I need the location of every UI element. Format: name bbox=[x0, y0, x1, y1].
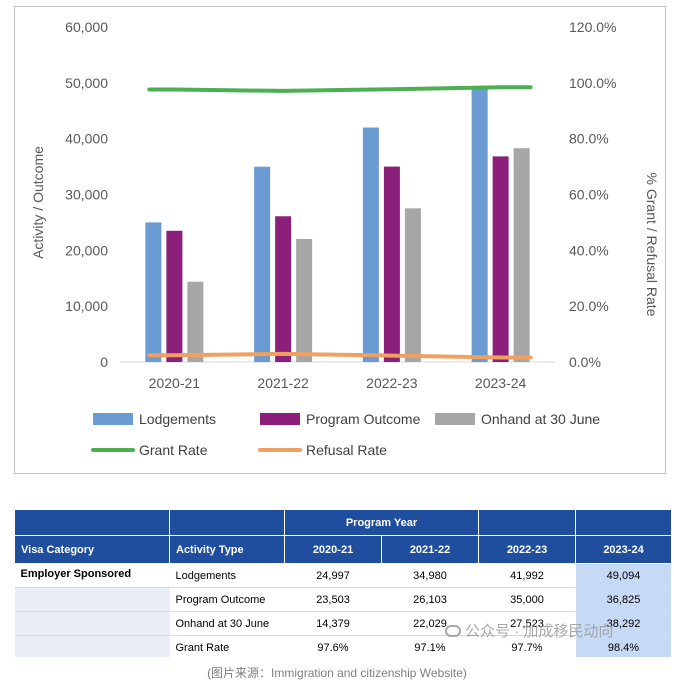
header-year: 2021-22 bbox=[381, 535, 479, 564]
cell-activity: Lodgements bbox=[169, 563, 285, 588]
bar-onhand-at-30-june bbox=[404, 208, 421, 362]
legend-label-grant-rate: Grant Rate bbox=[139, 442, 208, 458]
bar-lodgements bbox=[471, 87, 488, 362]
legend-label-refusal-rate: Refusal Rate bbox=[306, 442, 387, 458]
y2-tick-label: 0.0% bbox=[569, 354, 601, 370]
y2-tick-label: 60.0% bbox=[569, 187, 609, 203]
y2-tick-label: 20.0% bbox=[569, 298, 609, 314]
cell-visa-category: Employer Sponsored bbox=[14, 563, 170, 588]
y2-tick-label: 40.0% bbox=[569, 242, 609, 258]
x-tick-label: 2023-24 bbox=[475, 375, 527, 391]
y2-tick-label: 120.0% bbox=[569, 19, 616, 35]
cell-value: 97.1% bbox=[381, 635, 479, 657]
table-header-row: Visa Category Activity Type 2020-21 2021… bbox=[14, 535, 671, 564]
x-tick-label: 2020-21 bbox=[149, 375, 201, 391]
cell-value-highlight: 49,094 bbox=[575, 563, 671, 588]
y2-tick-label: 100.0% bbox=[569, 75, 616, 91]
y2-axis-title: % Grant / Refusal Rate bbox=[644, 173, 660, 317]
x-tick-label: 2021-22 bbox=[257, 375, 309, 391]
cell-value: 23,503 bbox=[284, 587, 382, 612]
bar-onhand-at-30-june bbox=[187, 281, 204, 362]
legend-swatch-program-outcome bbox=[260, 413, 300, 425]
cell-activity: Grant Rate bbox=[169, 635, 285, 657]
cell-value: 41,992 bbox=[478, 563, 576, 588]
y-tick-label: 50,000 bbox=[65, 75, 108, 91]
data-table-container: Program Year Visa Category Activity Type… bbox=[14, 509, 671, 657]
legend-label-program-outcome: Program Outcome bbox=[306, 411, 421, 427]
bar-lodgements bbox=[145, 222, 162, 362]
table-row: Grant Rate 97.6% 97.1% 97.7% 98.4% bbox=[14, 635, 671, 657]
watermark: 公众号 · 加成移民动向 bbox=[445, 620, 613, 641]
cell-value: 97.6% bbox=[284, 635, 382, 657]
header-blank bbox=[169, 509, 285, 536]
legend-label-lodgements: Lodgements bbox=[139, 411, 216, 427]
cell-value-highlight: 98.4% bbox=[575, 635, 671, 657]
y-axis-title: Activity / Outcome bbox=[30, 146, 46, 259]
legend-swatch-lodgements bbox=[93, 413, 133, 425]
cell-value: 27,523 bbox=[478, 611, 576, 636]
cell-activity: Program Outcome bbox=[169, 587, 285, 612]
header-program-year: Program Year bbox=[284, 509, 479, 536]
y2-tick-label: 80.0% bbox=[569, 131, 609, 147]
cell-value-highlight: 38,292 bbox=[575, 611, 671, 636]
cell-value-highlight: 36,825 bbox=[575, 587, 671, 612]
cell-visa-category-cont bbox=[14, 587, 170, 612]
x-tick-label: 2022-23 bbox=[366, 375, 418, 391]
header-blank bbox=[478, 509, 576, 536]
cell-value: 24,997 bbox=[284, 563, 382, 588]
chart-frame: 0 10,000 20,000 30,000 40,000 50,000 60,000 0.0… bbox=[14, 6, 666, 474]
bar-lodgements bbox=[362, 127, 379, 362]
cell-activity: Onhand at 30 June bbox=[169, 611, 285, 636]
cell-value: 22,029 bbox=[381, 611, 479, 636]
y-tick-label: 60,000 bbox=[65, 19, 108, 35]
bar-lodgements bbox=[254, 166, 271, 362]
line-refusal-rate bbox=[147, 351, 533, 360]
bar-onhand-at-30-june bbox=[513, 148, 530, 362]
bar-onhand-at-30-june bbox=[296, 239, 313, 362]
watermark-text: 公众号 · 加成移民动向 bbox=[465, 623, 614, 640]
bar-program-outcome bbox=[166, 230, 183, 362]
y-tick-label: 10,000 bbox=[65, 298, 108, 314]
cell-visa-category-cont bbox=[14, 635, 170, 657]
legend-label-onhand-at-30-june: Onhand at 30 June bbox=[481, 411, 600, 427]
table-row: Onhand at 30 June 14,379 22,029 27,523 3… bbox=[14, 611, 671, 636]
bar-program-outcome bbox=[383, 166, 400, 362]
legend-swatch-onhand-at-30-june bbox=[435, 413, 475, 425]
y-tick-label: 40,000 bbox=[65, 131, 108, 147]
bar-program-outcome bbox=[492, 156, 509, 362]
wechat-icon bbox=[445, 625, 461, 637]
bar-program-outcome bbox=[275, 216, 292, 362]
header-year: 2022-23 bbox=[478, 535, 576, 564]
table-header-row-program-year: Program Year bbox=[14, 509, 671, 536]
combo-chart: 0 10,000 20,000 30,000 40,000 50,000 60,000 0.0… bbox=[30, 19, 660, 458]
header-blank bbox=[575, 509, 671, 536]
header-activity-type: Activity Type bbox=[169, 535, 285, 564]
y-tick-label: 20,000 bbox=[65, 242, 108, 258]
y-tick-label: 0 bbox=[100, 354, 108, 370]
line-grant-rate bbox=[147, 85, 533, 93]
cell-value: 14,379 bbox=[284, 611, 382, 636]
header-year: 2020-21 bbox=[284, 535, 382, 564]
header-visa-category: Visa Category bbox=[14, 535, 170, 564]
table-row: Employer Sponsored Lodgements 24,997 34,… bbox=[14, 563, 671, 588]
header-blank bbox=[14, 509, 170, 536]
cell-value: 26,103 bbox=[381, 587, 479, 612]
table-row: Program Outcome 23,503 26,103 35,000 36,… bbox=[14, 587, 671, 612]
data-table: Program Year Visa Category Activity Type… bbox=[14, 509, 671, 657]
header-year: 2023-24 bbox=[575, 535, 671, 564]
cell-value: 97.7% bbox=[478, 635, 576, 657]
cell-value: 34,980 bbox=[381, 563, 479, 588]
cell-value: 35,000 bbox=[478, 587, 576, 612]
image-caption: (图片来源：Immigration and citizenship Websit… bbox=[207, 666, 467, 680]
y-tick-label: 30,000 bbox=[65, 187, 108, 203]
cell-visa-category-cont bbox=[14, 611, 170, 636]
